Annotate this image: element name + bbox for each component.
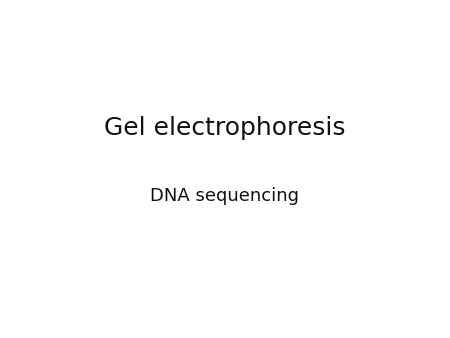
Text: Gel electrophoresis: Gel electrophoresis: [104, 116, 346, 141]
Text: DNA sequencing: DNA sequencing: [150, 187, 300, 205]
